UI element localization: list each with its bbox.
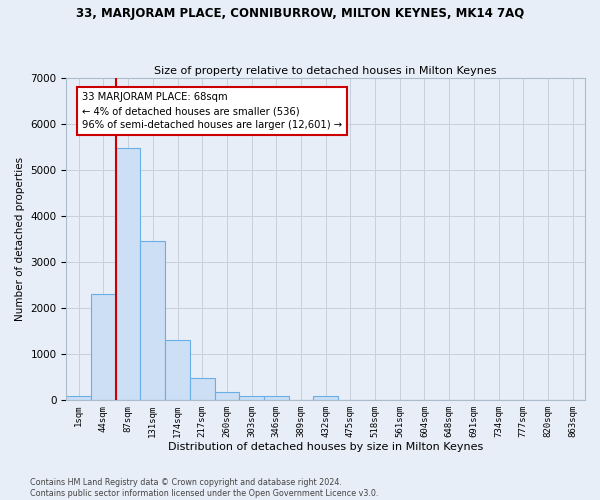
Bar bbox=[140, 240, 165, 400]
Bar bbox=[67, 396, 91, 400]
Text: 33, MARJORAM PLACE, CONNIBURROW, MILTON KEYNES, MK14 7AQ: 33, MARJORAM PLACE, CONNIBURROW, MILTON … bbox=[76, 8, 524, 20]
Bar bbox=[239, 396, 264, 400]
Bar bbox=[116, 148, 140, 400]
Bar bbox=[215, 392, 239, 400]
Bar bbox=[165, 340, 190, 400]
X-axis label: Distribution of detached houses by size in Milton Keynes: Distribution of detached houses by size … bbox=[168, 442, 484, 452]
Text: Contains HM Land Registry data © Crown copyright and database right 2024.
Contai: Contains HM Land Registry data © Crown c… bbox=[30, 478, 379, 498]
Bar bbox=[313, 396, 338, 400]
Y-axis label: Number of detached properties: Number of detached properties bbox=[15, 156, 25, 321]
Bar bbox=[190, 378, 215, 400]
Title: Size of property relative to detached houses in Milton Keynes: Size of property relative to detached ho… bbox=[154, 66, 497, 76]
Bar bbox=[264, 396, 289, 400]
Text: 33 MARJORAM PLACE: 68sqm
← 4% of detached houses are smaller (536)
96% of semi-d: 33 MARJORAM PLACE: 68sqm ← 4% of detache… bbox=[82, 92, 342, 130]
Bar bbox=[91, 294, 116, 400]
